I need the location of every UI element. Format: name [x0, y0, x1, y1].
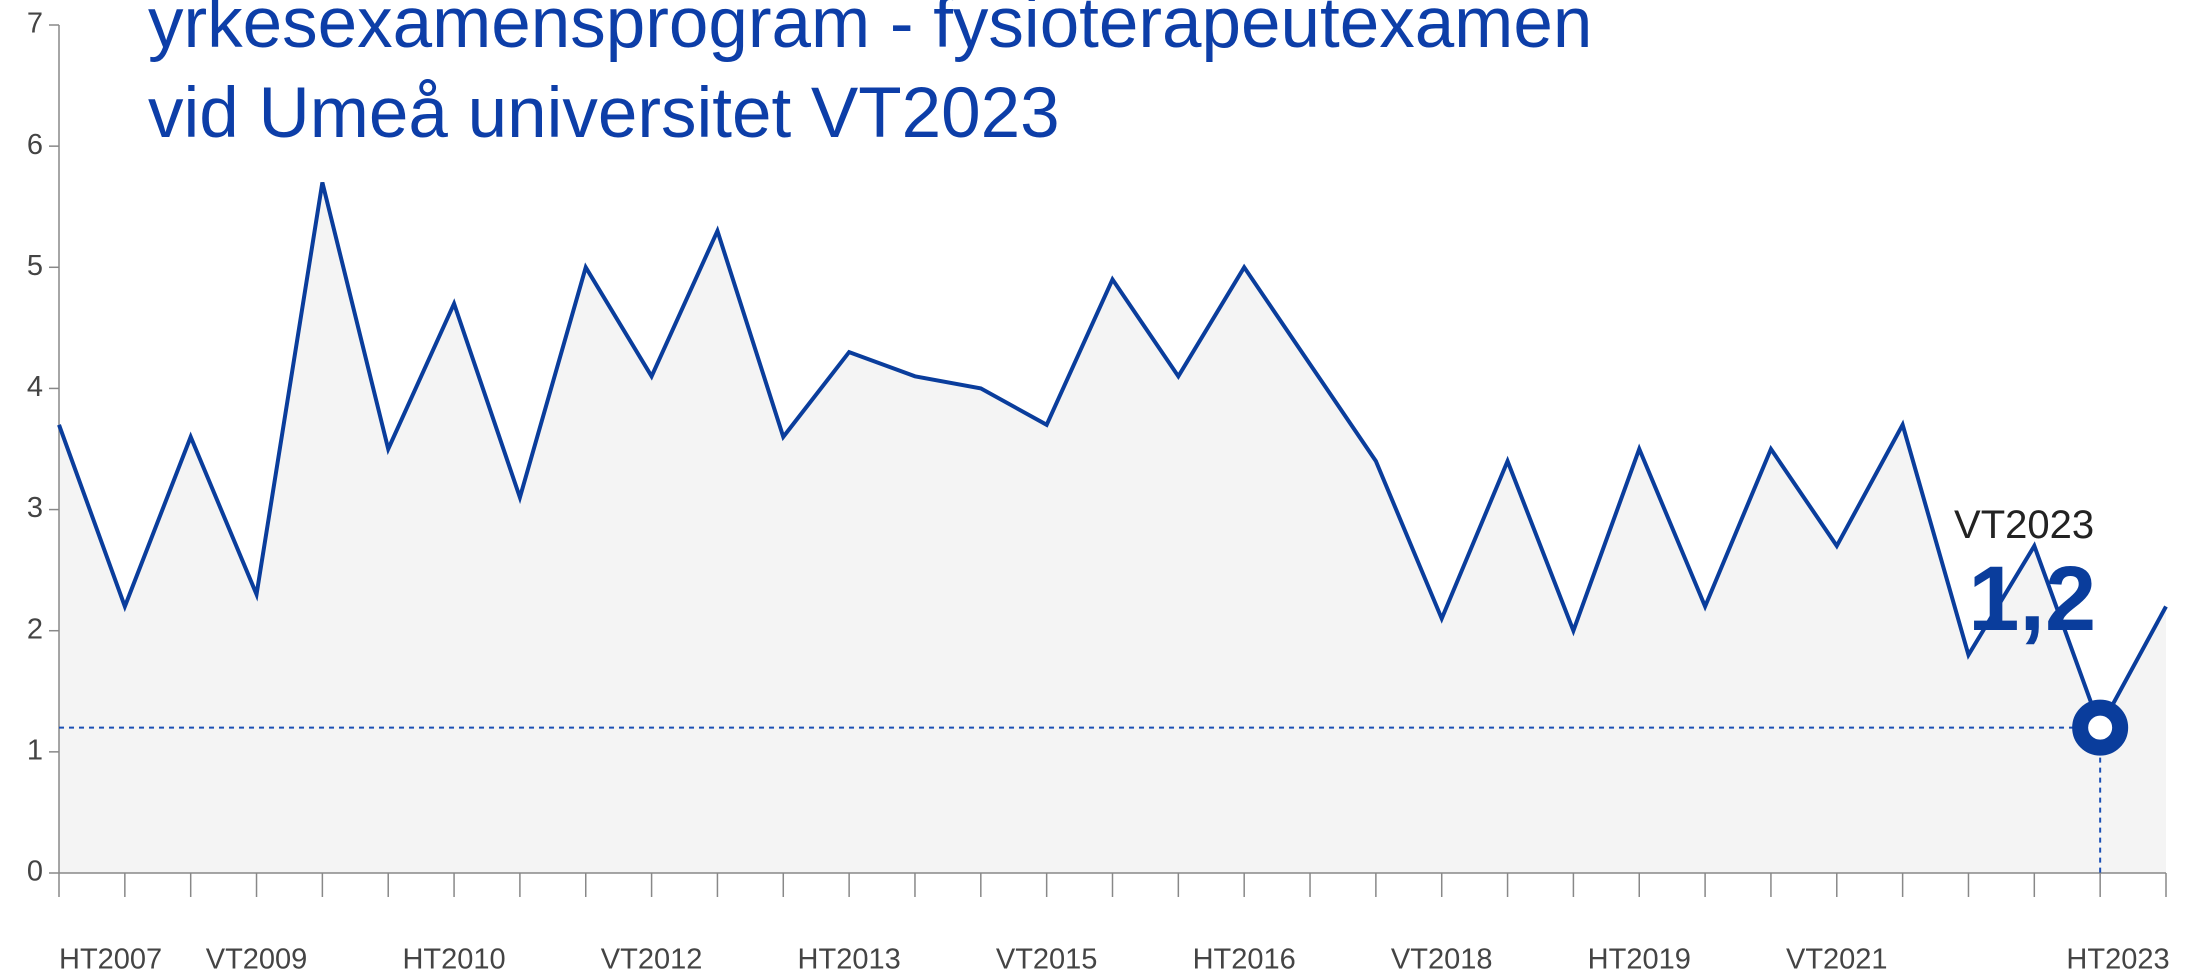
x-tick-label: HT2016: [1193, 944, 1296, 976]
y-tick-label: 6: [27, 129, 43, 161]
annotation-label: VT2023: [1954, 503, 2094, 547]
x-tick-label: VT2018: [1391, 944, 1493, 976]
x-tick-label: VT2021: [1786, 944, 1888, 976]
chart-title: yrkesexamensprogram - fysioterapeutexame…: [148, 0, 1592, 63]
x-tick-label: HT2019: [1588, 944, 1691, 976]
annotation-value: 1,2: [1968, 548, 2096, 650]
y-tick-label: 2: [27, 613, 43, 645]
y-tick-label: 4: [27, 371, 43, 403]
y-tick-label: 7: [27, 8, 43, 40]
x-tick-label: HT2023: [2066, 944, 2169, 976]
x-tick-label: VT2015: [996, 944, 1098, 976]
highlight-point: [2072, 699, 2129, 756]
y-tick-label: 3: [27, 492, 43, 524]
y-tick-label: 5: [27, 250, 43, 282]
area: [59, 182, 2166, 873]
x-tick-label: HT2010: [402, 944, 505, 976]
y-tick-label: 0: [27, 856, 43, 888]
x-tick-label: HT2013: [798, 944, 901, 976]
x-tick-label: VT2009: [206, 944, 308, 976]
y-tick-label: 1: [27, 735, 43, 767]
chart-title: vid Umeå universitet VT2023: [148, 74, 1060, 153]
x-tick-label: HT2007: [59, 944, 162, 976]
line: [57, 182, 2168, 733]
x-tick-label: VT2012: [601, 944, 703, 976]
